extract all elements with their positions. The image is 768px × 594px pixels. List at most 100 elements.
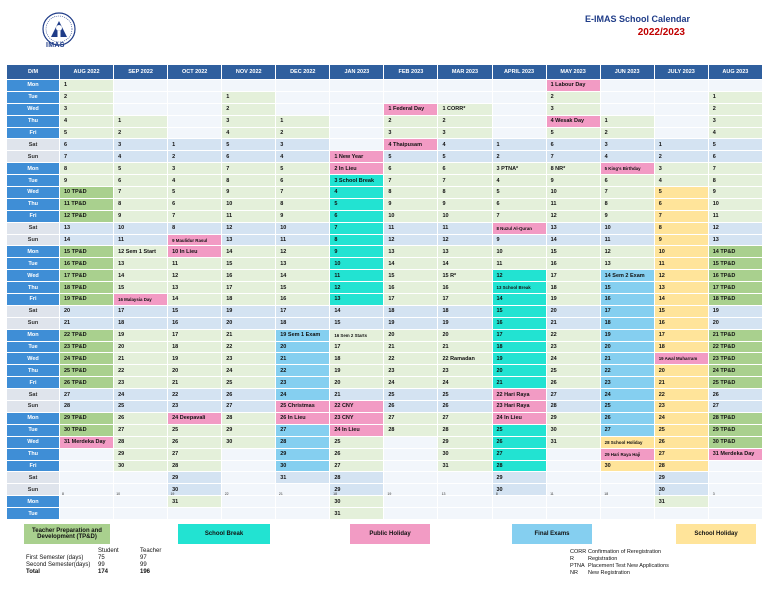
day-cell: 2 In Lieu xyxy=(330,163,384,175)
day-cell: 20 xyxy=(438,329,492,341)
day-cell: 21 xyxy=(654,377,708,389)
day-cell xyxy=(654,127,708,139)
col-student: Student xyxy=(98,548,119,554)
day-cell: 26 xyxy=(438,401,492,412)
day-cell: 21 xyxy=(546,317,600,329)
day-cell: 30 xyxy=(600,460,654,472)
day-cell: 4 xyxy=(276,151,330,163)
day-cell: 26 xyxy=(384,401,438,412)
footnote-row: 8 10 19 22 21 18 19 13 8 11 18 1 3 xyxy=(6,492,763,500)
calendar-row: Fri 19 TP&D 16 Malaysia Day 14 18 16 13 17 17 14 1… xyxy=(7,294,762,305)
day-cell xyxy=(708,80,762,91)
day-cell xyxy=(276,103,330,115)
day-label: Tue xyxy=(7,258,59,270)
day-label: Sat xyxy=(7,389,59,401)
day-cell xyxy=(168,115,222,127)
day-cell: 29 xyxy=(276,448,330,460)
day-cell: 8 xyxy=(384,187,438,198)
day-cell xyxy=(114,80,168,91)
day-cell: 18 xyxy=(276,317,330,329)
day-label: Tue xyxy=(7,341,59,353)
day-cell xyxy=(276,484,330,496)
day-cell: 8 xyxy=(438,187,492,198)
calendar-row: Sun 14 11 9 Maulidur Rasul 13 11 8 12 12 9 14 11 9 13 xyxy=(7,234,762,246)
day-cell: 14 xyxy=(330,305,384,317)
day-cell: 30 xyxy=(492,484,546,496)
day-cell: 24 xyxy=(546,353,600,365)
day-cell: 14 xyxy=(222,246,276,258)
day-cell: 2 xyxy=(708,103,762,115)
month-header: JUN 2023 xyxy=(600,65,654,79)
day-cell: 14 xyxy=(492,294,546,305)
day-cell: 17 xyxy=(546,270,600,282)
day-cell: 1 Federal Day xyxy=(384,103,438,115)
day-cell: 18 TP&D xyxy=(708,294,762,305)
day-cell xyxy=(600,91,654,103)
day-cell: 8 xyxy=(276,198,330,210)
day-cell xyxy=(60,496,114,508)
day-cell: 25 xyxy=(384,389,438,401)
day-cell: 22 CNY xyxy=(330,401,384,412)
day-cell: 9 xyxy=(438,198,492,210)
month-footnote: 22 xyxy=(224,492,229,496)
abbr-r: R Registration xyxy=(570,556,618,562)
day-cell: 21 xyxy=(276,353,330,365)
day-cell: 24 xyxy=(438,377,492,389)
day-cell: 4 xyxy=(330,187,384,198)
day-cell: 15 xyxy=(654,305,708,317)
calendar-row: Thu 29 27 29 26 30 27 29 Hari Raya Haji 27 31 Mer… xyxy=(7,448,762,460)
day-cell: 11 xyxy=(384,222,438,234)
day-cell: 13 xyxy=(276,258,330,270)
day-cell xyxy=(168,80,222,91)
day-cell: 26 xyxy=(600,412,654,424)
day-cell: 16 xyxy=(546,258,600,270)
day-cell: 19 xyxy=(330,365,384,377)
day-label: Fri xyxy=(7,377,59,389)
day-cell: 6 xyxy=(276,175,330,187)
day-cell: 30 xyxy=(654,484,708,496)
day-label: Sun xyxy=(7,317,59,329)
day-cell: 5 xyxy=(168,187,222,198)
day-cell: 26 xyxy=(492,436,546,448)
month-header: FEB 2023 xyxy=(384,65,438,79)
day-cell: 11 xyxy=(546,198,600,210)
day-cell xyxy=(384,460,438,472)
calendar-row: Thu 18 TP&D 15 13 17 15 12 16 16 13 School Break 1… xyxy=(7,282,762,294)
day-cell: 28 xyxy=(492,460,546,472)
day-cell: 2 xyxy=(114,127,168,139)
day-cell: 5 xyxy=(492,187,546,198)
day-cell: 6 xyxy=(60,139,114,151)
day-cell: 11 xyxy=(330,270,384,282)
day-cell: 2 xyxy=(438,115,492,127)
day-cell: 20 xyxy=(330,377,384,389)
day-cell: 10 In Lieu xyxy=(168,246,222,258)
day-cell xyxy=(654,80,708,91)
day-cell: 14 Sem 2 Exam xyxy=(600,270,654,282)
day-cell xyxy=(708,508,762,519)
day-cell: 23 xyxy=(654,401,708,412)
day-cell: 25 xyxy=(600,401,654,412)
day-cell: 13 xyxy=(114,258,168,270)
day-cell: 14 xyxy=(168,294,222,305)
day-cell: 5 xyxy=(438,151,492,163)
day-cell: 17 xyxy=(600,305,654,317)
day-cell: 17 xyxy=(384,294,438,305)
day-cell: 5 xyxy=(276,163,330,175)
day-cell xyxy=(384,472,438,484)
day-cell: 3 xyxy=(114,139,168,151)
day-cell xyxy=(708,472,762,484)
day-cell: 20 xyxy=(546,305,600,317)
day-cell: 12 xyxy=(384,234,438,246)
day-cell: 15 xyxy=(546,246,600,258)
day-cell: 2 xyxy=(492,151,546,163)
day-cell: 26 xyxy=(708,389,762,401)
day-cell xyxy=(276,80,330,91)
day-cell: 11 xyxy=(708,210,762,222)
month-footnote: 19 xyxy=(387,492,392,496)
day-label: Fri xyxy=(7,460,59,472)
abbr-nr: NR New Registration xyxy=(570,570,630,576)
day-cell: 21 xyxy=(114,353,168,365)
page-title: E-IMAS School Calendar xyxy=(584,14,690,24)
day-label: Mon xyxy=(7,80,59,91)
month-footnote: 3 xyxy=(712,492,715,496)
